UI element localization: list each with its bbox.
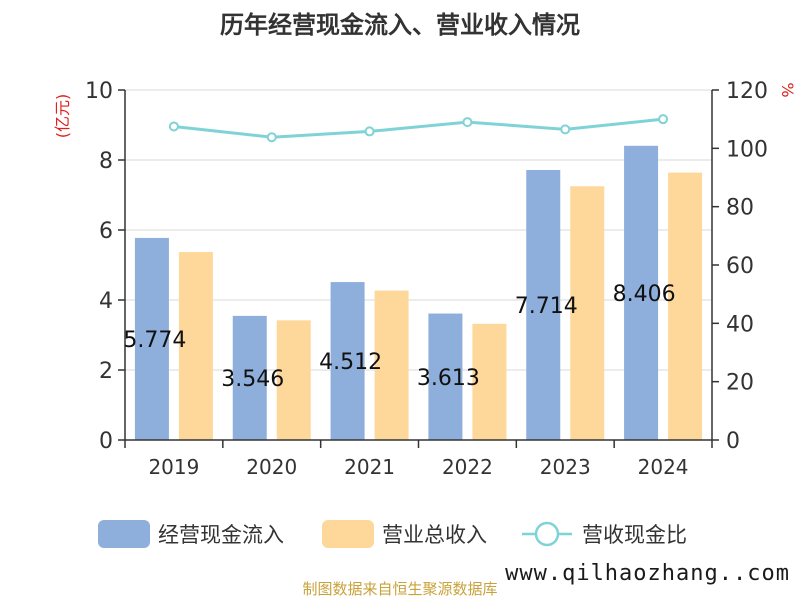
y-left-axis-label: (亿元) (53, 94, 72, 139)
y-right-tick-label: 100 (726, 137, 768, 162)
ratio-point (168, 121, 179, 132)
ratio-point (560, 124, 571, 135)
legend-label-cash-inflow: 经营现金流入 (158, 523, 284, 547)
x-tick-label: 2021 (344, 455, 395, 479)
y-left-tick-label: 10 (85, 79, 113, 104)
watermark: www.qilhaozhang..com (505, 561, 790, 586)
y-left-tick-label: 4 (99, 289, 113, 314)
x-tick-label: 2023 (540, 455, 591, 479)
x-tick-label: 2022 (442, 455, 493, 479)
legend-label-ratio: 营收现金比 (582, 523, 687, 547)
y-right-tick-label: 20 (726, 371, 754, 396)
y-right-tick-label: 120 (726, 79, 768, 104)
y-right-tick-label: 80 (726, 196, 754, 221)
bar-cash-inflow (526, 170, 561, 440)
bar-cash-inflow (428, 313, 463, 440)
data-label: 8.406 (613, 282, 676, 307)
ratio-point (462, 117, 473, 128)
data-label: 3.613 (417, 366, 480, 391)
y-left-tick-label: 0 (99, 429, 113, 454)
data-labels: 5.774 3.546 4.512 3.613 7.714 8.406 (123, 282, 675, 392)
y-left-tick-label: 6 (99, 219, 113, 244)
legend-swatch-cash-inflow (98, 520, 150, 548)
data-label: 5.774 (123, 328, 186, 353)
bar-cash-inflow (232, 315, 267, 440)
y-left-tick-label: 2 (99, 359, 113, 384)
source-note: 制图数据来自恒生聚源数据库 (302, 580, 497, 598)
y-left-tick-label: 8 (99, 149, 113, 174)
chart-title: 历年经营现金流入、营业收入情况 (220, 11, 580, 39)
x-tick-label: 2020 (246, 455, 297, 479)
bar-revenue (276, 320, 311, 440)
x-tick-label: 2019 (148, 455, 199, 479)
y-right-axis-label: % (778, 82, 797, 97)
bar-cash-inflow (134, 237, 169, 440)
bar-revenue (374, 290, 409, 440)
bar-revenue (668, 172, 703, 440)
x-tick-label: 2024 (638, 455, 689, 479)
ratio-point (266, 132, 277, 143)
data-label: 7.714 (515, 294, 578, 319)
legend-swatch-revenue (322, 520, 374, 548)
bar-cash-inflow (624, 145, 659, 441)
legend: 经营现金流入 营业总收入 营收现金比 (98, 520, 687, 548)
y-right-tick-label: 60 (726, 254, 754, 279)
bar-revenue (472, 323, 507, 440)
ratio-series-line (173, 117, 664, 139)
ratio-point (658, 114, 669, 125)
bar-revenue (570, 186, 605, 440)
grid-lines (125, 89, 712, 371)
data-label: 4.512 (319, 350, 382, 375)
y-right-tick-label: 0 (726, 429, 740, 454)
bar-cash-inflow (330, 282, 365, 440)
legend-swatch-ratio-marker (534, 521, 560, 547)
bar-revenue (178, 252, 213, 440)
ratio-point (364, 126, 375, 137)
data-label: 3.546 (221, 367, 284, 392)
y-right-tick-label: 40 (726, 312, 754, 337)
legend-label-revenue: 营业总收入 (382, 523, 487, 547)
ratio-line (168, 114, 669, 143)
bars (134, 145, 703, 441)
